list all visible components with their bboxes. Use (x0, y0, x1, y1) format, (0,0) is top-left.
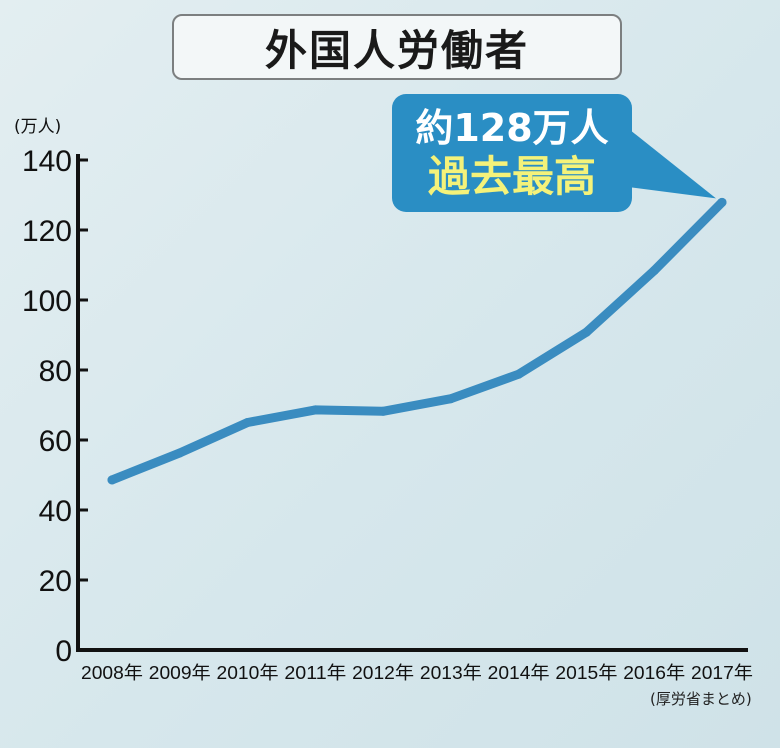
x-tick-label: 2010年 (217, 663, 279, 683)
x-tick-label: 2012年 (352, 663, 414, 683)
data-point (107, 475, 117, 485)
y-tick-label: 0 (55, 635, 72, 668)
y-tick-label: 100 (22, 285, 72, 318)
data-point (581, 327, 591, 337)
callout-value: 約128万人 (415, 106, 609, 150)
data-point (310, 405, 320, 415)
y-tick-label: 140 (22, 145, 72, 178)
y-tick-label: 80 (39, 355, 72, 388)
data-point (378, 406, 388, 416)
data-point (649, 266, 659, 276)
x-tick-label: 2011年 (284, 663, 346, 683)
callout-note: 過去最高 (427, 152, 596, 201)
x-tick-label: 2009年 (149, 663, 211, 683)
y-tick-label: 60 (39, 425, 72, 458)
x-tick-label: 2015年 (555, 663, 617, 683)
x-tick-label: 2017年 (691, 663, 753, 683)
x-tick-label: 2016年 (623, 663, 685, 683)
chart-title-box: 外国人労働者 (172, 14, 622, 80)
data-point (717, 197, 727, 207)
x-tick-label: 2014年 (488, 663, 550, 683)
data-point (243, 418, 253, 427)
peak-callout: 約128万人 過去最高 (392, 94, 632, 212)
source-note: (厚労省まとめ) (650, 690, 752, 708)
y-tick-label: 20 (39, 565, 72, 598)
data-point (514, 369, 524, 379)
y-tick-label: 120 (22, 215, 72, 248)
y-tick-label: 40 (39, 495, 72, 528)
series-line (107, 197, 727, 485)
data-point (175, 448, 185, 458)
data-point (446, 394, 456, 404)
callout-pointer (620, 122, 716, 199)
x-tick-label: 2008年 (81, 663, 143, 683)
chart-title: 外国人労働者 (264, 25, 529, 75)
y-axis-label: (万人) (14, 117, 61, 137)
x-tick-label: 2013年 (420, 663, 482, 683)
